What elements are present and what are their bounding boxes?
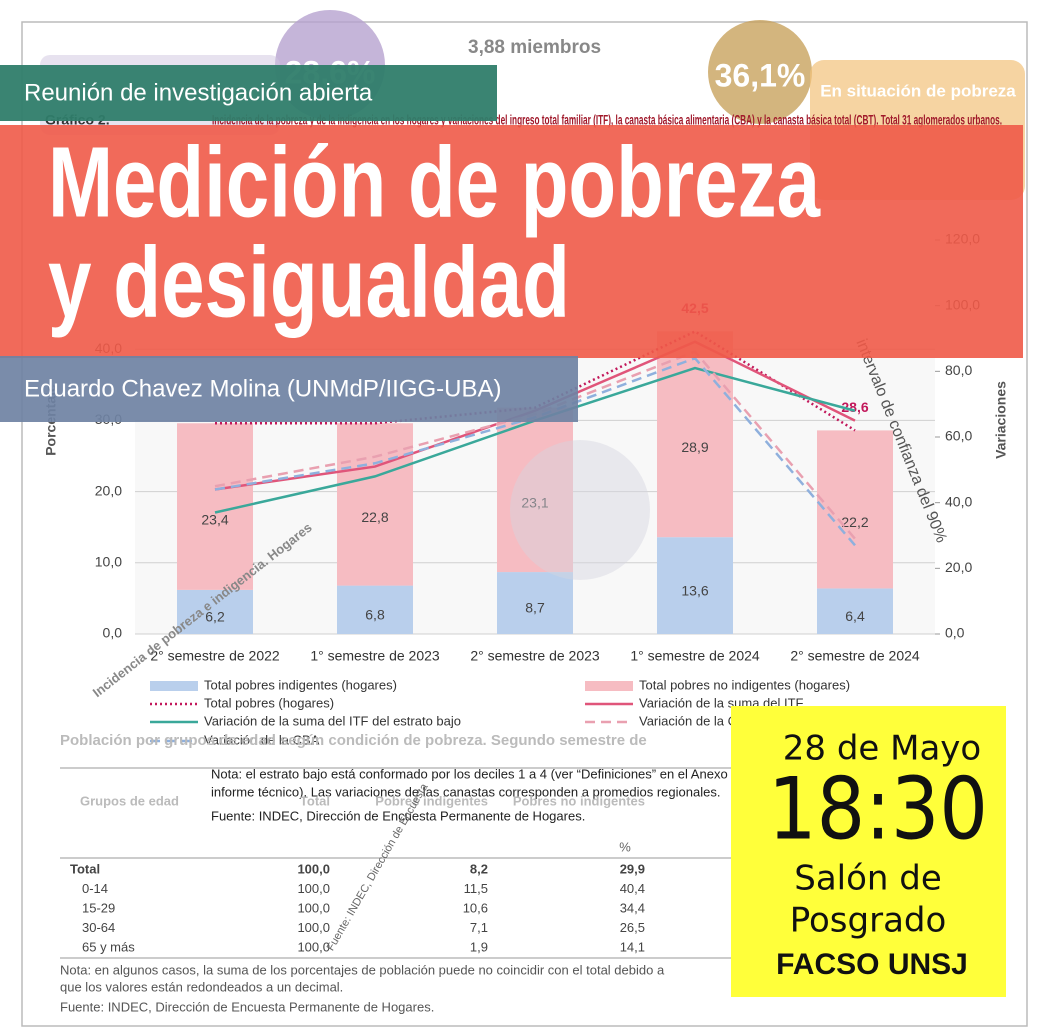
time: 18:30 (768, 759, 988, 859)
y2-tick-label: 40,0 (945, 493, 972, 509)
table-cell: 100,0 (297, 900, 330, 915)
bar (497, 407, 573, 573)
table-cell: 29,9 (620, 861, 645, 876)
bar-label: 23,1 (521, 495, 548, 511)
x-tick-label: 2° semestre de 2022 (150, 648, 280, 664)
venue: Salón de (794, 859, 942, 899)
series-banner (0, 65, 497, 121)
y2-tick-label: 60,0 (945, 428, 972, 444)
bar-label: 8,7 (525, 600, 545, 616)
organizer: FACSO UNSJ (776, 948, 968, 981)
table-cell: 100,0 (297, 881, 330, 896)
x-tick-label: 2° semestre de 2023 (470, 648, 600, 664)
table-cell: 15-29 (82, 900, 115, 915)
table-cell: 26,5 (620, 920, 645, 935)
table-cell: 100,0 (297, 861, 330, 876)
note: Nota: el estrato bajo está conformado po… (211, 766, 884, 781)
table-header: Total (300, 793, 330, 808)
footsource: Fuente: INDEC, Dirección de Encuesta Per… (60, 999, 434, 1014)
table-cell: 30-64 (82, 920, 115, 935)
bar (497, 572, 573, 634)
table-cell: 8,2 (470, 861, 488, 876)
y2-tick-label: 0,0 (945, 625, 965, 641)
table-cell: 100,0 (297, 920, 330, 935)
legend-label: Total pobres no indigentes (hogares) (639, 677, 850, 692)
bar-label: 6,4 (845, 608, 865, 624)
table-cell: Total (70, 861, 100, 876)
table-header: Pobres indigentes (375, 793, 488, 808)
y2-axis-label: Variaciones (993, 381, 1009, 459)
bar-label: 28,9 (681, 439, 708, 455)
overlays: Reunión de investigación abierta Medició… (0, 65, 1023, 997)
x-tick-label: 1° semestre de 2024 (630, 648, 760, 664)
table-header: Grupos de edad (80, 793, 179, 808)
note: informe técnico). Las variaciones de las… (211, 784, 720, 799)
table-cell: 34,4 (620, 900, 645, 915)
title-line: Medición de pobreza (48, 126, 821, 238)
y-tick-label: 0,0 (103, 625, 123, 641)
bar-label: 22,8 (361, 509, 388, 525)
y-tick-label: 10,0 (95, 554, 122, 570)
circle-label: 36,1% (715, 57, 806, 93)
series-label: Reunión de investigación abierta (24, 79, 373, 106)
date: 28 de Mayo (783, 729, 981, 769)
table-title: Población por grupos de edad según condi… (60, 732, 647, 749)
footnote: que los valores están redondeados a un d… (60, 979, 343, 994)
table-cell: 10,6 (463, 900, 488, 915)
heading: En situación de pobreza (820, 81, 1016, 100)
table-cell: 40,4 (620, 881, 645, 896)
table-unit: % (619, 839, 631, 854)
title-band (0, 125, 1023, 358)
decor-pie (510, 440, 650, 580)
speaker-banner (0, 356, 578, 422)
bar (337, 423, 413, 586)
speaker: Eduardo Chavez Molina (UNMdP/IIGG-UBA) (24, 375, 502, 402)
x-tick-label: 2° semestre de 2024 (790, 648, 920, 664)
y2-tick-label: 80,0 (945, 362, 972, 378)
table-cell: 7,1 (470, 920, 488, 935)
bar-label: 23,4 (201, 511, 228, 527)
legend-label: Variación de la CBA (204, 732, 320, 747)
legend-swatch (585, 681, 633, 691)
source: Fuente: INDEC, Dirección de Encuesta Per… (211, 808, 585, 823)
table-header: Pobres no indigentes (513, 793, 645, 808)
y2-tick-label: 20,0 (945, 559, 972, 575)
bar (177, 589, 253, 634)
decor-circle (708, 20, 812, 124)
footnote: Nota: en algunos casos, la suma de los p… (60, 962, 665, 977)
legend-swatch (150, 681, 198, 691)
bar (657, 537, 733, 634)
bar (817, 588, 893, 634)
table-cell: 0-14 (82, 881, 108, 896)
household-size: 3,88 miembros (468, 37, 601, 58)
venue: Posgrado (790, 901, 947, 941)
bar-label: 6,8 (365, 606, 385, 622)
legend-label: Total pobres (hogares) (204, 695, 334, 710)
legend-label: Variación de la CBT (639, 713, 754, 728)
table-cell: 65 y más (82, 939, 135, 954)
legend-label: Total pobres indigentes (hogares) (204, 677, 397, 692)
y-tick-label: 20,0 (95, 482, 122, 498)
table-cell: 100,0 (297, 939, 330, 954)
bar-label: 13,6 (681, 582, 708, 598)
bar-label: 22,2 (841, 514, 868, 530)
table-cell: 1,9 (470, 939, 488, 954)
table-cell: 14,1 (620, 939, 645, 954)
bar (337, 585, 413, 634)
legend-label: Variación de la suma del ITF del estrato… (204, 713, 461, 728)
bar (657, 331, 733, 538)
frame (21, 21, 1028, 1027)
table-cell: 11,5 (464, 881, 488, 896)
x-tick-label: 1° semestre de 2023 (310, 648, 440, 664)
line-label: 28,6 (841, 399, 868, 415)
bar-label: 6,2 (205, 609, 225, 625)
title-line: y desigualdad (48, 226, 570, 338)
info-box (731, 706, 1006, 997)
